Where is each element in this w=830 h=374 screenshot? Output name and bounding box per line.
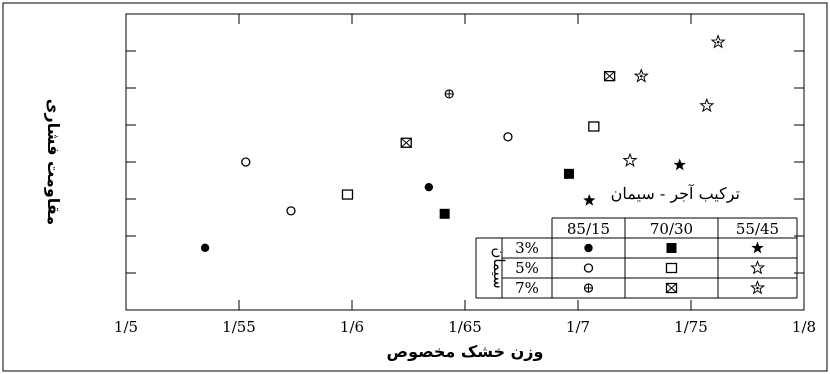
legend-title: ترکیب آجر - سیمان (611, 183, 740, 203)
data-point (622, 152, 638, 167)
data-point (439, 208, 450, 219)
axis-ticks (125, 13, 805, 311)
legend-row-label: 5% (515, 259, 539, 277)
legend-group-label: سیمان (490, 247, 508, 288)
x-tick-label: 1/6 (340, 318, 364, 336)
data-point (286, 206, 296, 216)
legend-row-label: 3% (515, 239, 539, 257)
data-point (673, 158, 686, 171)
legend-symbol (665, 282, 678, 294)
data-point (603, 71, 616, 82)
data-point (200, 243, 210, 253)
x-axis-title: وزن خشک مخصوص (387, 342, 544, 361)
data-point (710, 34, 726, 49)
legend-symbol (749, 260, 766, 275)
x-tick-label: 1/5 (114, 318, 138, 336)
data-point (241, 157, 251, 167)
legend-symbol (583, 283, 594, 293)
legend-column-header: 70/30 (650, 220, 693, 238)
data-point (424, 182, 434, 192)
x-tick-label: 1/7 (566, 318, 590, 336)
legend-column-header: 85/15 (567, 220, 610, 238)
legend-row-label: 7% (515, 279, 539, 297)
legend-symbol (749, 280, 766, 295)
legend-symbol (584, 243, 593, 253)
y-axis-title: مقاومت فشاری (44, 99, 63, 225)
data-point (633, 68, 649, 83)
data-point (400, 137, 412, 148)
x-tick-label: 1/55 (222, 318, 256, 336)
x-tick-label: 1/75 (674, 318, 708, 336)
data-point (341, 189, 354, 200)
data-point (588, 121, 600, 132)
x-tick-label: 1/8 (792, 318, 816, 336)
legend-column-header: 55/45 (736, 220, 779, 238)
x-tick-label: 1/65 (448, 318, 482, 336)
data-point (503, 132, 513, 142)
x-tick-labels: 1/5 1/55 1/6 1/65 1/7 1/75 1/8 (114, 318, 816, 336)
legend-symbol (583, 263, 594, 273)
legend-symbol (751, 241, 764, 254)
plot-area (125, 13, 805, 311)
data-point (563, 168, 574, 179)
data-points (200, 34, 726, 253)
data-point (444, 89, 454, 99)
legend-symbol (666, 243, 677, 253)
data-point (699, 97, 715, 113)
data-point (583, 193, 596, 206)
legend-symbol (665, 262, 678, 274)
